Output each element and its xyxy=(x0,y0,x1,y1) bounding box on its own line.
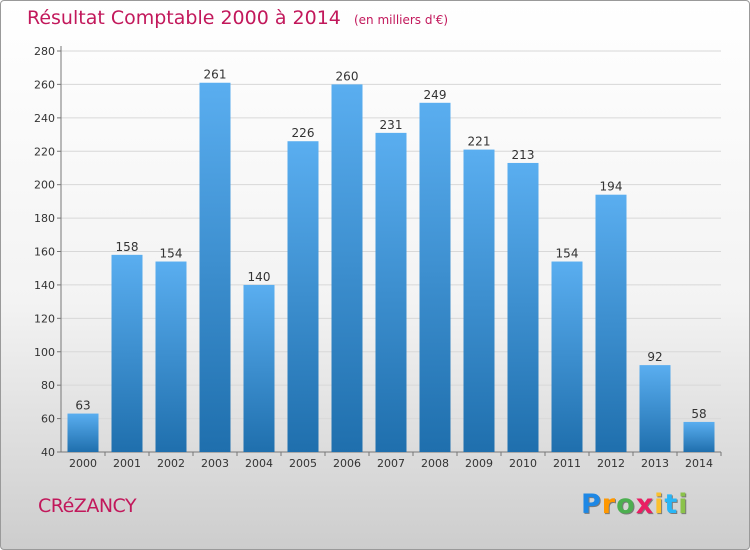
data-label-2001: 158 xyxy=(116,240,139,254)
data-label-2010: 213 xyxy=(512,148,535,162)
y-tick-label: 100 xyxy=(34,346,55,359)
bar-2010 xyxy=(507,162,539,452)
x-tick-label-2002: 2002 xyxy=(157,457,185,470)
data-label-2002: 154 xyxy=(160,247,183,261)
logo-letter: o xyxy=(616,489,636,520)
data-label-2011: 154 xyxy=(556,247,579,261)
data-label-2008: 249 xyxy=(424,88,447,102)
x-tick-label-2000: 2000 xyxy=(69,457,97,470)
bar-2005 xyxy=(287,141,319,452)
chart-title: Résultat Comptable 2000 à 2014 (en milli… xyxy=(27,7,448,29)
x-tick-label-2006: 2006 xyxy=(333,457,361,470)
bars xyxy=(67,82,715,453)
x-tick-label-2007: 2007 xyxy=(377,457,405,470)
data-label-2003: 261 xyxy=(204,68,227,82)
axes: 40 60 80 100 120 140 160 180 200 220 240 260 280 2000… xyxy=(34,45,722,470)
logo-letter: x xyxy=(635,489,655,520)
bar-2002 xyxy=(155,261,187,452)
data-label-2006: 260 xyxy=(336,69,359,83)
y-tick-label: 40 xyxy=(41,446,55,459)
x-tick-label-2012: 2012 xyxy=(597,457,625,470)
x-tick-label-2001: 2001 xyxy=(113,457,141,470)
x-tick-label-2011: 2011 xyxy=(553,457,581,470)
labels: 63 158 154 261 140 226 260 231 249 221 213 154 194 92… xyxy=(75,68,706,421)
data-label-2005: 226 xyxy=(292,126,315,140)
title-text: Résultat Comptable 2000 à 2014 xyxy=(27,7,341,29)
x-tick-label-2008: 2008 xyxy=(421,457,449,470)
logo-letter: t xyxy=(664,489,679,520)
y-tick-label: 240 xyxy=(34,112,55,125)
y-tick-label: 160 xyxy=(34,246,55,259)
y-tick-label: 120 xyxy=(34,312,55,325)
y-tick-label: 140 xyxy=(34,279,55,292)
bar-2009 xyxy=(463,149,495,452)
logo-letter: i xyxy=(654,489,665,520)
x-tick-label-2009: 2009 xyxy=(465,457,493,470)
data-label-2009: 221 xyxy=(468,135,491,149)
y-tick-label: 220 xyxy=(34,145,55,158)
x-tick-label-2003: 2003 xyxy=(201,457,229,470)
bar-2004 xyxy=(243,284,275,452)
data-label-2000: 63 xyxy=(75,399,90,413)
brand-logo: Proxiti xyxy=(581,489,689,520)
x-tick-label-2005: 2005 xyxy=(289,457,317,470)
bar-2000 xyxy=(67,413,99,452)
logo-letter: P xyxy=(581,489,602,520)
bar-2014 xyxy=(683,421,715,452)
bar-2011 xyxy=(551,261,583,452)
data-label-2014: 58 xyxy=(691,407,706,421)
data-label-2004: 140 xyxy=(248,270,271,284)
data-label-2012: 194 xyxy=(600,180,623,194)
y-tick-label: 80 xyxy=(41,379,55,392)
y-tick-label: 60 xyxy=(41,413,55,426)
bar-2012 xyxy=(595,194,627,453)
y-tick-label: 180 xyxy=(34,212,55,225)
logo-letter: i xyxy=(678,489,689,520)
x-tick-label-2004: 2004 xyxy=(245,457,273,470)
y-tick-label: 260 xyxy=(34,78,55,91)
bar-2001 xyxy=(111,254,143,452)
x-tick-label-2010: 2010 xyxy=(509,457,537,470)
bar-2006 xyxy=(331,84,363,453)
unit-note: (en milliers d'€) xyxy=(353,13,449,27)
bar-2008 xyxy=(419,102,451,452)
data-label-2007: 231 xyxy=(380,118,403,132)
data-label-2013: 92 xyxy=(647,350,662,364)
bar-2013 xyxy=(639,365,671,452)
x-tick-label-2013: 2013 xyxy=(641,457,669,470)
logo-letter: r xyxy=(601,489,617,520)
bar-2003 xyxy=(199,82,231,452)
location-name: CRéZANCY xyxy=(38,495,137,517)
bar-2007 xyxy=(375,132,407,452)
y-tick-label: 200 xyxy=(34,179,55,192)
y-tick-label: 280 xyxy=(34,45,55,58)
x-tick-label-2014: 2014 xyxy=(685,457,713,470)
